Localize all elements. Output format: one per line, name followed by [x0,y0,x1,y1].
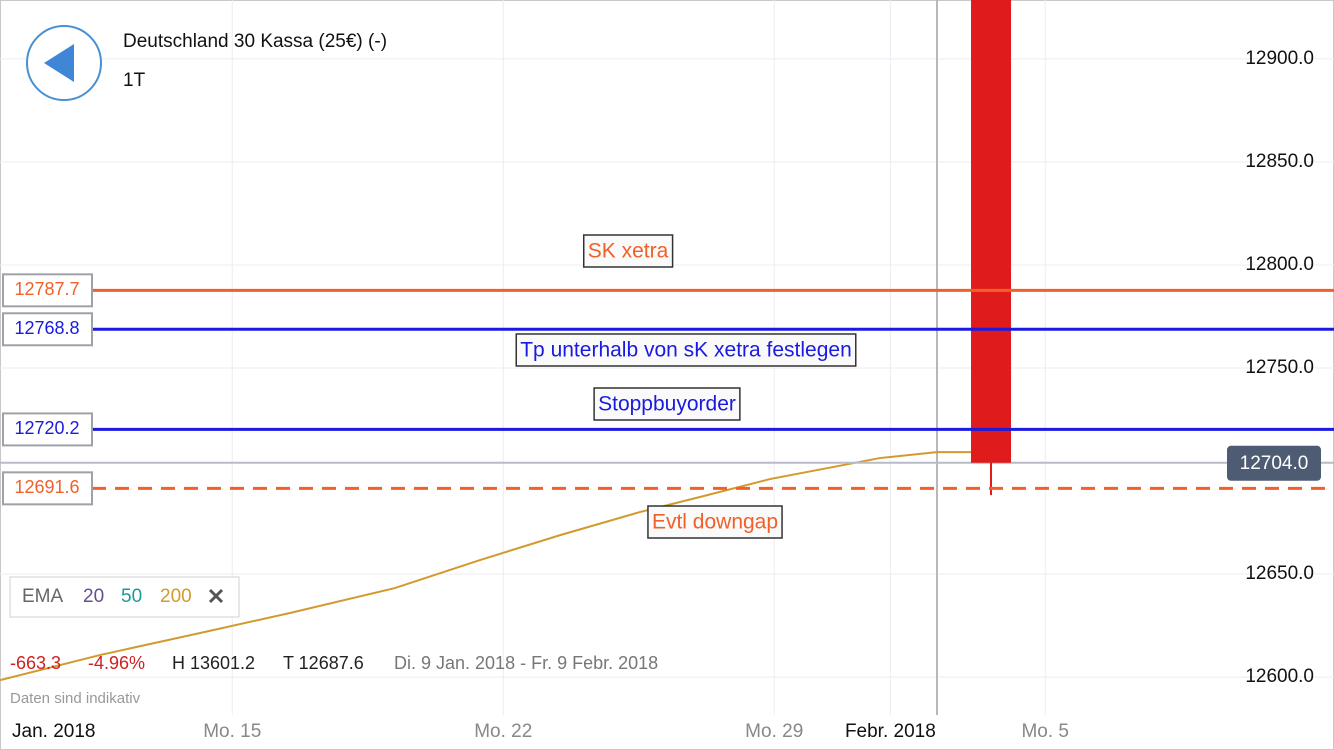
annotation: SK xetra [582,234,674,268]
x-tick-label: Mo. 15 [203,721,261,742]
current-price-box [1227,445,1321,481]
x-tick-label: Mo. 29 [745,721,803,742]
current-price-label: 12704.0 [1240,453,1309,474]
candle-body [971,0,1012,463]
back-button[interactable] [26,25,102,101]
level-label: 12691.6 [14,477,79,497]
level-label: 12720.2 [14,418,79,438]
legend-period: 50 [121,586,142,607]
annotation-box [515,333,857,367]
x-tick-label-bg [828,716,953,748]
ema-line [0,451,990,682]
annotation: Evtl downgap [647,505,783,539]
period-label-bg [3,716,111,748]
legend-period: 20 [83,586,104,607]
y-tick-label: 12600.0 [1245,666,1314,687]
level-label-box [2,412,93,447]
y-tick-label: 12800.0 [1245,254,1314,275]
chart-title: Deutschland 30 Kassa (25€) (-) [123,31,387,52]
plot [0,0,1334,682]
note: Daten sind indikativ [10,690,141,707]
grid [0,0,1334,715]
annotation-text: Stoppbuyorder [598,393,736,416]
y-tick-label: 12750.0 [1245,357,1314,378]
legend-label: EMA [22,586,64,607]
annotation-box [582,234,674,268]
legend-period: 200 [160,586,192,607]
annotation: Tp unterhalb von sK xetra festlegen [515,333,857,367]
x-tick-label: Febr. 2018 [845,721,936,742]
annotation-box [593,387,741,421]
back-arrow[interactable] [44,44,74,82]
y-tick-label: 12650.0 [1245,563,1314,584]
annotation: Stoppbuyorder [593,387,741,421]
period-label: Jan. 2018 [12,721,95,742]
x-tick-label: Mo. 5 [1021,721,1069,742]
stat-low: T 12687.6 [283,653,364,673]
annotation-text: Tp unterhalb von sK xetra festlegen [520,339,852,362]
level-label-box [2,273,93,308]
level-label-box [2,471,93,506]
stat-range: Di. 9 Jan. 2018 - Fr. 9 Febr. 2018 [394,653,658,673]
level-label: 12787.7 [14,279,79,299]
y-tick-label: 12900.0 [1245,48,1314,69]
level-label: 12768.8 [14,318,79,338]
annotation-text: SK xetra [588,240,669,263]
legend-close[interactable] [208,588,224,604]
x-tick-label: Mo. 22 [474,721,532,742]
stat-change-pct: -4.96% [88,653,145,673]
level-label-box [2,312,93,347]
ema-legend[interactable]: EMA 20 50 200 [9,576,240,618]
y-tick-label: 12850.0 [1245,151,1314,172]
chart-subtitle: 1T [123,70,146,91]
legend-box [9,576,240,618]
annotation-text: Evtl downgap [652,511,778,534]
stat-high: H 13601.2 [172,653,255,673]
stat-change: -663.3 [10,653,61,673]
annotation-box [647,505,783,539]
